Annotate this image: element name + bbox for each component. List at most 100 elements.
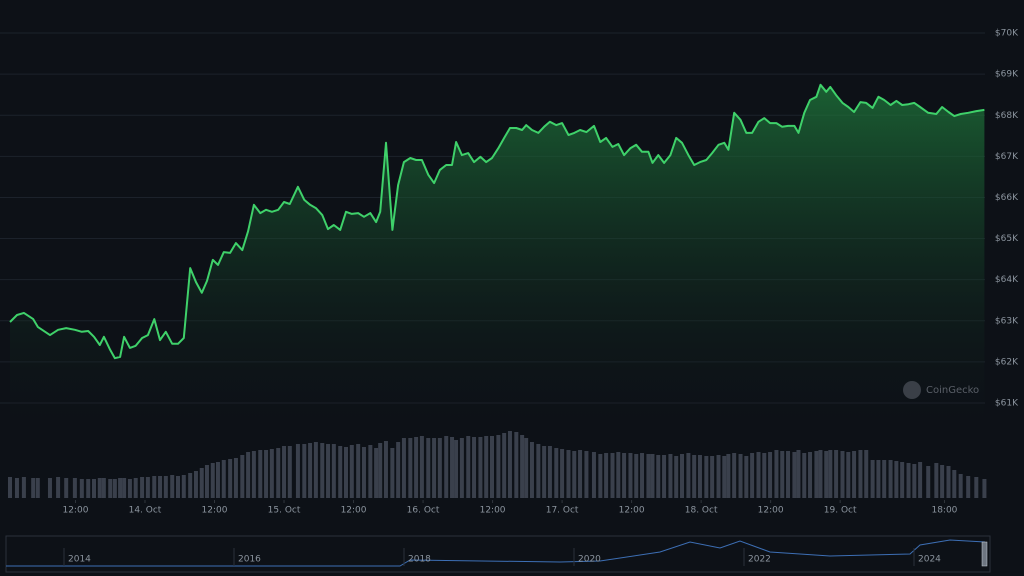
volume-bar bbox=[710, 456, 715, 498]
volume-bar bbox=[554, 448, 559, 498]
volume-bar bbox=[514, 432, 519, 498]
volume-bar bbox=[912, 464, 917, 498]
navigator-frame bbox=[5, 535, 991, 573]
volume-bar bbox=[622, 453, 627, 498]
volume-bar bbox=[640, 453, 645, 498]
x-tick-label: 14. Oct bbox=[129, 506, 162, 516]
volume-bar bbox=[966, 476, 971, 498]
volume-bar bbox=[437, 438, 442, 498]
volume-bar bbox=[127, 479, 132, 498]
volume-bar bbox=[401, 438, 406, 498]
volume-bar bbox=[628, 453, 633, 498]
navigator-line bbox=[6, 539, 986, 567]
volume-bar bbox=[852, 451, 857, 498]
volume-bar bbox=[560, 449, 565, 498]
volume-bar bbox=[331, 444, 336, 498]
volume-bar bbox=[258, 450, 263, 498]
volume-bar bbox=[79, 479, 84, 498]
watermark-logo bbox=[903, 381, 921, 399]
volume-bar bbox=[738, 454, 743, 498]
volume-bar bbox=[584, 451, 589, 498]
volume-bar bbox=[450, 437, 455, 498]
volume-bar bbox=[228, 459, 233, 498]
volume-bar bbox=[900, 462, 905, 498]
y-tick-label: $68K bbox=[995, 111, 1019, 121]
volume-bar bbox=[246, 452, 251, 498]
volume-bar bbox=[35, 478, 40, 498]
volume-bar bbox=[361, 447, 366, 498]
volume-bar bbox=[692, 455, 697, 498]
volume-bar bbox=[940, 465, 945, 498]
volume-bar bbox=[326, 444, 331, 498]
x-tick-label: 12:00 bbox=[758, 506, 784, 516]
volume-bar bbox=[122, 478, 127, 498]
y-tick-label: $64K bbox=[995, 275, 1019, 285]
volume-bar bbox=[308, 443, 313, 498]
volume-bar bbox=[610, 453, 615, 498]
volume-bar bbox=[662, 455, 667, 498]
volume-bar bbox=[320, 443, 325, 498]
volume-bar bbox=[894, 461, 899, 498]
navigator-handle[interactable] bbox=[981, 541, 988, 567]
volume-bar bbox=[472, 437, 477, 498]
y-tick-label: $67K bbox=[995, 152, 1019, 162]
navigator[interactable]: 2014 2016 2018 2020 2022 2024 bbox=[5, 535, 991, 573]
volume-bar bbox=[542, 446, 547, 498]
navigator-label: 2018 bbox=[408, 555, 431, 565]
volume-bar bbox=[414, 437, 419, 498]
volume-bar bbox=[444, 436, 449, 498]
volume-bar bbox=[958, 474, 963, 498]
volume-bar bbox=[876, 460, 881, 498]
volume-bar bbox=[484, 436, 489, 498]
volume-bar bbox=[251, 451, 256, 498]
volume-bar bbox=[496, 435, 501, 498]
volume-bar bbox=[744, 456, 749, 498]
volume-bar bbox=[210, 463, 215, 498]
volume-bar bbox=[64, 478, 69, 498]
volume-bar bbox=[295, 444, 300, 498]
volume-bar bbox=[170, 475, 175, 498]
watermark: CoinGecko bbox=[903, 381, 979, 399]
volume-bar bbox=[356, 444, 361, 498]
y-tick-label: $62K bbox=[995, 357, 1019, 367]
volume-bar bbox=[454, 440, 459, 498]
volume-bar bbox=[756, 452, 761, 498]
volume-bar bbox=[72, 478, 77, 498]
volume-bar bbox=[344, 447, 349, 498]
volume-bar bbox=[697, 455, 702, 498]
volume-bar bbox=[152, 476, 157, 498]
volume-bar bbox=[674, 456, 679, 498]
volume-bar bbox=[566, 450, 571, 498]
volume-bar bbox=[762, 453, 767, 498]
volume-bar bbox=[264, 450, 269, 498]
volume-bar bbox=[650, 454, 655, 498]
volume-bar bbox=[408, 438, 413, 498]
volume-bar bbox=[520, 435, 525, 498]
axes: $61K $62K $63K $64K $65K $66K $67K $68K $69K $70K… bbox=[62, 29, 1019, 516]
volume-bar bbox=[378, 443, 383, 498]
volume-bar bbox=[704, 456, 709, 498]
volume-bar bbox=[287, 446, 292, 498]
volume-bar bbox=[302, 444, 307, 498]
volume-bar bbox=[906, 463, 911, 498]
volume-bar bbox=[656, 455, 661, 498]
volume-bar bbox=[188, 473, 193, 498]
volume-bar bbox=[716, 455, 721, 498]
navigator-label: 2016 bbox=[238, 555, 261, 565]
volume-bar bbox=[572, 451, 577, 498]
volume-bar bbox=[828, 450, 833, 498]
volume-panel bbox=[8, 431, 987, 498]
volume-bar bbox=[8, 477, 12, 498]
volume-bar bbox=[524, 438, 529, 498]
volume-bar bbox=[133, 478, 138, 498]
volume-bar bbox=[478, 437, 483, 498]
volume-bar bbox=[604, 453, 609, 498]
volume-bar bbox=[646, 454, 651, 498]
navigator-label: 2020 bbox=[578, 555, 601, 565]
volume-bar bbox=[466, 436, 471, 498]
volume-bar bbox=[598, 454, 603, 498]
volume-bar bbox=[814, 451, 819, 498]
volume-bar bbox=[802, 453, 807, 498]
y-tick-label: $63K bbox=[995, 316, 1019, 326]
